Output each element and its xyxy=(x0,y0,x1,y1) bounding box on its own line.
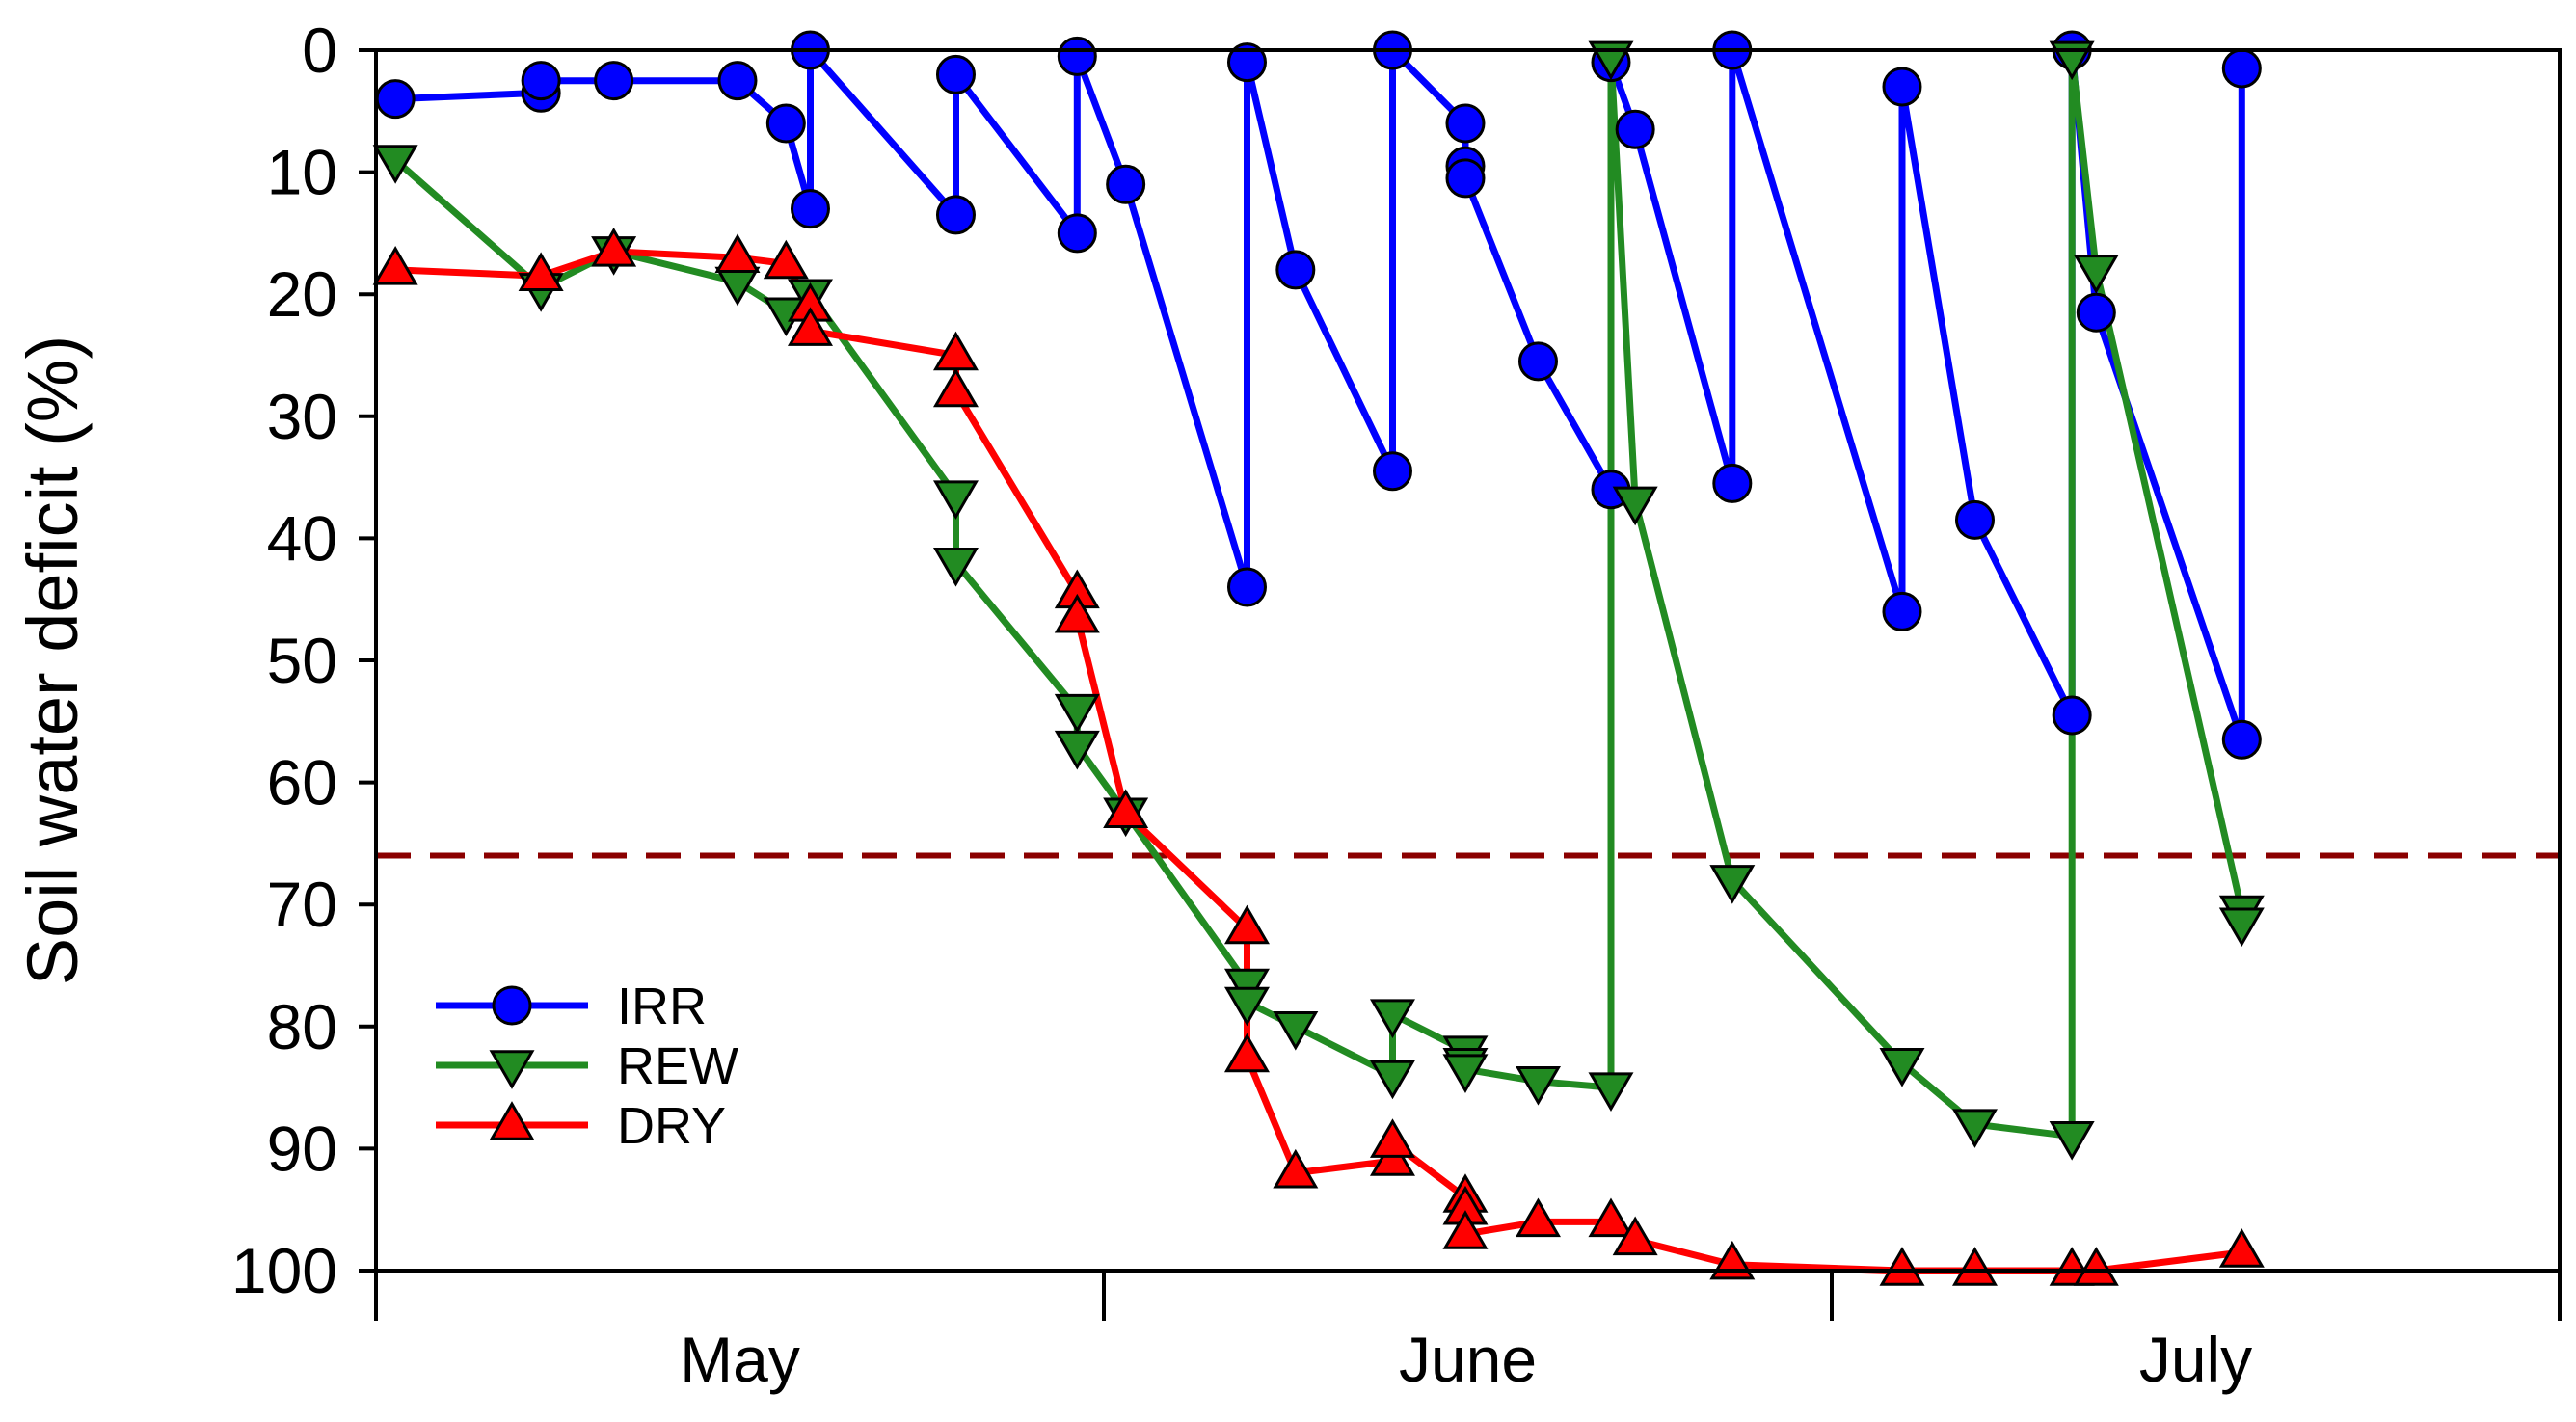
y-tick-label: 50 xyxy=(267,625,337,696)
series-markers-layer xyxy=(372,30,2265,1286)
data-point-irr xyxy=(375,79,416,120)
y-tick-label: 80 xyxy=(267,991,337,1062)
data-point-dry xyxy=(714,233,761,273)
data-point-rew xyxy=(1588,1072,1634,1112)
data-point-rew xyxy=(1442,1054,1489,1093)
data-point-irr xyxy=(1445,103,1486,144)
data-point-dry xyxy=(1879,1247,1925,1286)
data-point-dry xyxy=(932,367,979,408)
data-point-dry xyxy=(2073,1247,2119,1286)
legend-marker-rew xyxy=(489,1050,535,1089)
legend-marker-dry xyxy=(489,1101,535,1140)
axes-layer: 0 10 20 30 40 50 60 70 80 90 100 May June July xyxy=(231,14,2562,1395)
data-point-irr xyxy=(1226,567,1267,607)
data-point-dry xyxy=(372,246,418,285)
data-point-rew xyxy=(1612,486,1658,526)
data-point-irr xyxy=(2052,695,2092,736)
data-point-irr xyxy=(594,61,634,101)
data-point-rew xyxy=(1709,865,1756,904)
data-point-rew xyxy=(2049,1120,2095,1161)
data-point-rew xyxy=(1054,730,1100,770)
data-point-irr xyxy=(1712,463,1753,503)
data-point-irr xyxy=(1057,213,1097,254)
data-point-dry xyxy=(1515,1197,1561,1238)
data-point-irr xyxy=(1275,250,1316,290)
data-point-rew xyxy=(2073,255,2119,294)
legend-label-dry: DRY xyxy=(617,1097,726,1155)
y-tick-label: 100 xyxy=(231,1235,337,1306)
data-point-rew xyxy=(1054,693,1100,734)
data-point-irr xyxy=(1615,109,1655,149)
data-point-dry xyxy=(1103,789,1149,828)
data-point-dry xyxy=(518,252,564,291)
data-point-irr xyxy=(1057,36,1097,76)
y-tick-label: 20 xyxy=(267,258,337,330)
data-point-irr xyxy=(2076,292,2116,333)
data-point-irr xyxy=(1226,42,1267,83)
series-line-rew xyxy=(392,52,2245,1140)
data-point-irr xyxy=(765,103,806,144)
series-line-irr xyxy=(394,46,2245,743)
data-point-irr xyxy=(717,61,758,101)
legend-label-rew: REW xyxy=(617,1037,738,1095)
data-point-irr xyxy=(1517,341,1558,382)
data-point-irr xyxy=(1954,499,1995,540)
data-point-rew xyxy=(1369,1060,1415,1100)
data-point-dry xyxy=(1442,1210,1489,1249)
data-point-dry xyxy=(1223,1033,1270,1073)
data-point-dry xyxy=(2218,1228,2265,1268)
data-point-rew xyxy=(932,547,979,587)
y-tick-label: 70 xyxy=(267,869,337,940)
data-point-dry xyxy=(1951,1247,1998,1286)
data-point-irr xyxy=(2221,719,2262,760)
y-tick-label: 10 xyxy=(267,137,337,208)
data-point-dry xyxy=(787,307,833,346)
data-point-rew xyxy=(932,480,979,520)
data-point-dry xyxy=(1369,1118,1415,1158)
x-month-label: May xyxy=(680,1324,800,1395)
data-point-rew xyxy=(1879,1048,1925,1087)
data-point-irr xyxy=(790,189,830,229)
y-axis-title: Soil water deficit (%) xyxy=(13,335,93,985)
data-point-irr xyxy=(935,54,976,94)
data-point-rew xyxy=(1273,1011,1319,1051)
data-point-rew xyxy=(1223,986,1270,1027)
data-point-dry xyxy=(1612,1216,1658,1256)
data-point-irr xyxy=(521,61,561,101)
y-tick-label: 0 xyxy=(302,14,337,86)
data-point-rew xyxy=(1951,1109,1998,1148)
data-point-irr xyxy=(2221,48,2262,89)
data-point-irr xyxy=(1106,164,1146,204)
data-point-irr xyxy=(1372,451,1412,492)
legend-label-irr: IRR xyxy=(617,978,707,1035)
data-point-rew xyxy=(2218,907,2265,948)
data-point-dry xyxy=(1273,1148,1319,1189)
x-month-label: July xyxy=(2139,1324,2252,1395)
data-point-dry xyxy=(1588,1197,1634,1238)
data-point-dry xyxy=(591,228,637,267)
y-tick-label: 60 xyxy=(267,747,337,818)
data-point-dry xyxy=(1223,904,1270,945)
data-point-rew xyxy=(1369,999,1415,1038)
data-point-irr xyxy=(935,195,976,235)
y-tick-label: 30 xyxy=(267,381,337,452)
data-point-dry xyxy=(763,239,809,280)
data-point-rew xyxy=(1515,1066,1561,1106)
data-point-irr xyxy=(1882,67,1922,107)
legend-marker-irr xyxy=(492,985,532,1026)
y-tick-label: 40 xyxy=(267,502,337,574)
data-point-rew xyxy=(372,145,418,184)
x-month-label: June xyxy=(1399,1324,1537,1395)
data-point-irr xyxy=(1445,158,1486,199)
data-point-rew xyxy=(714,266,761,307)
data-point-irr xyxy=(1882,591,1922,631)
data-point-dry xyxy=(1054,593,1100,633)
y-tick-label: 90 xyxy=(267,1113,337,1184)
